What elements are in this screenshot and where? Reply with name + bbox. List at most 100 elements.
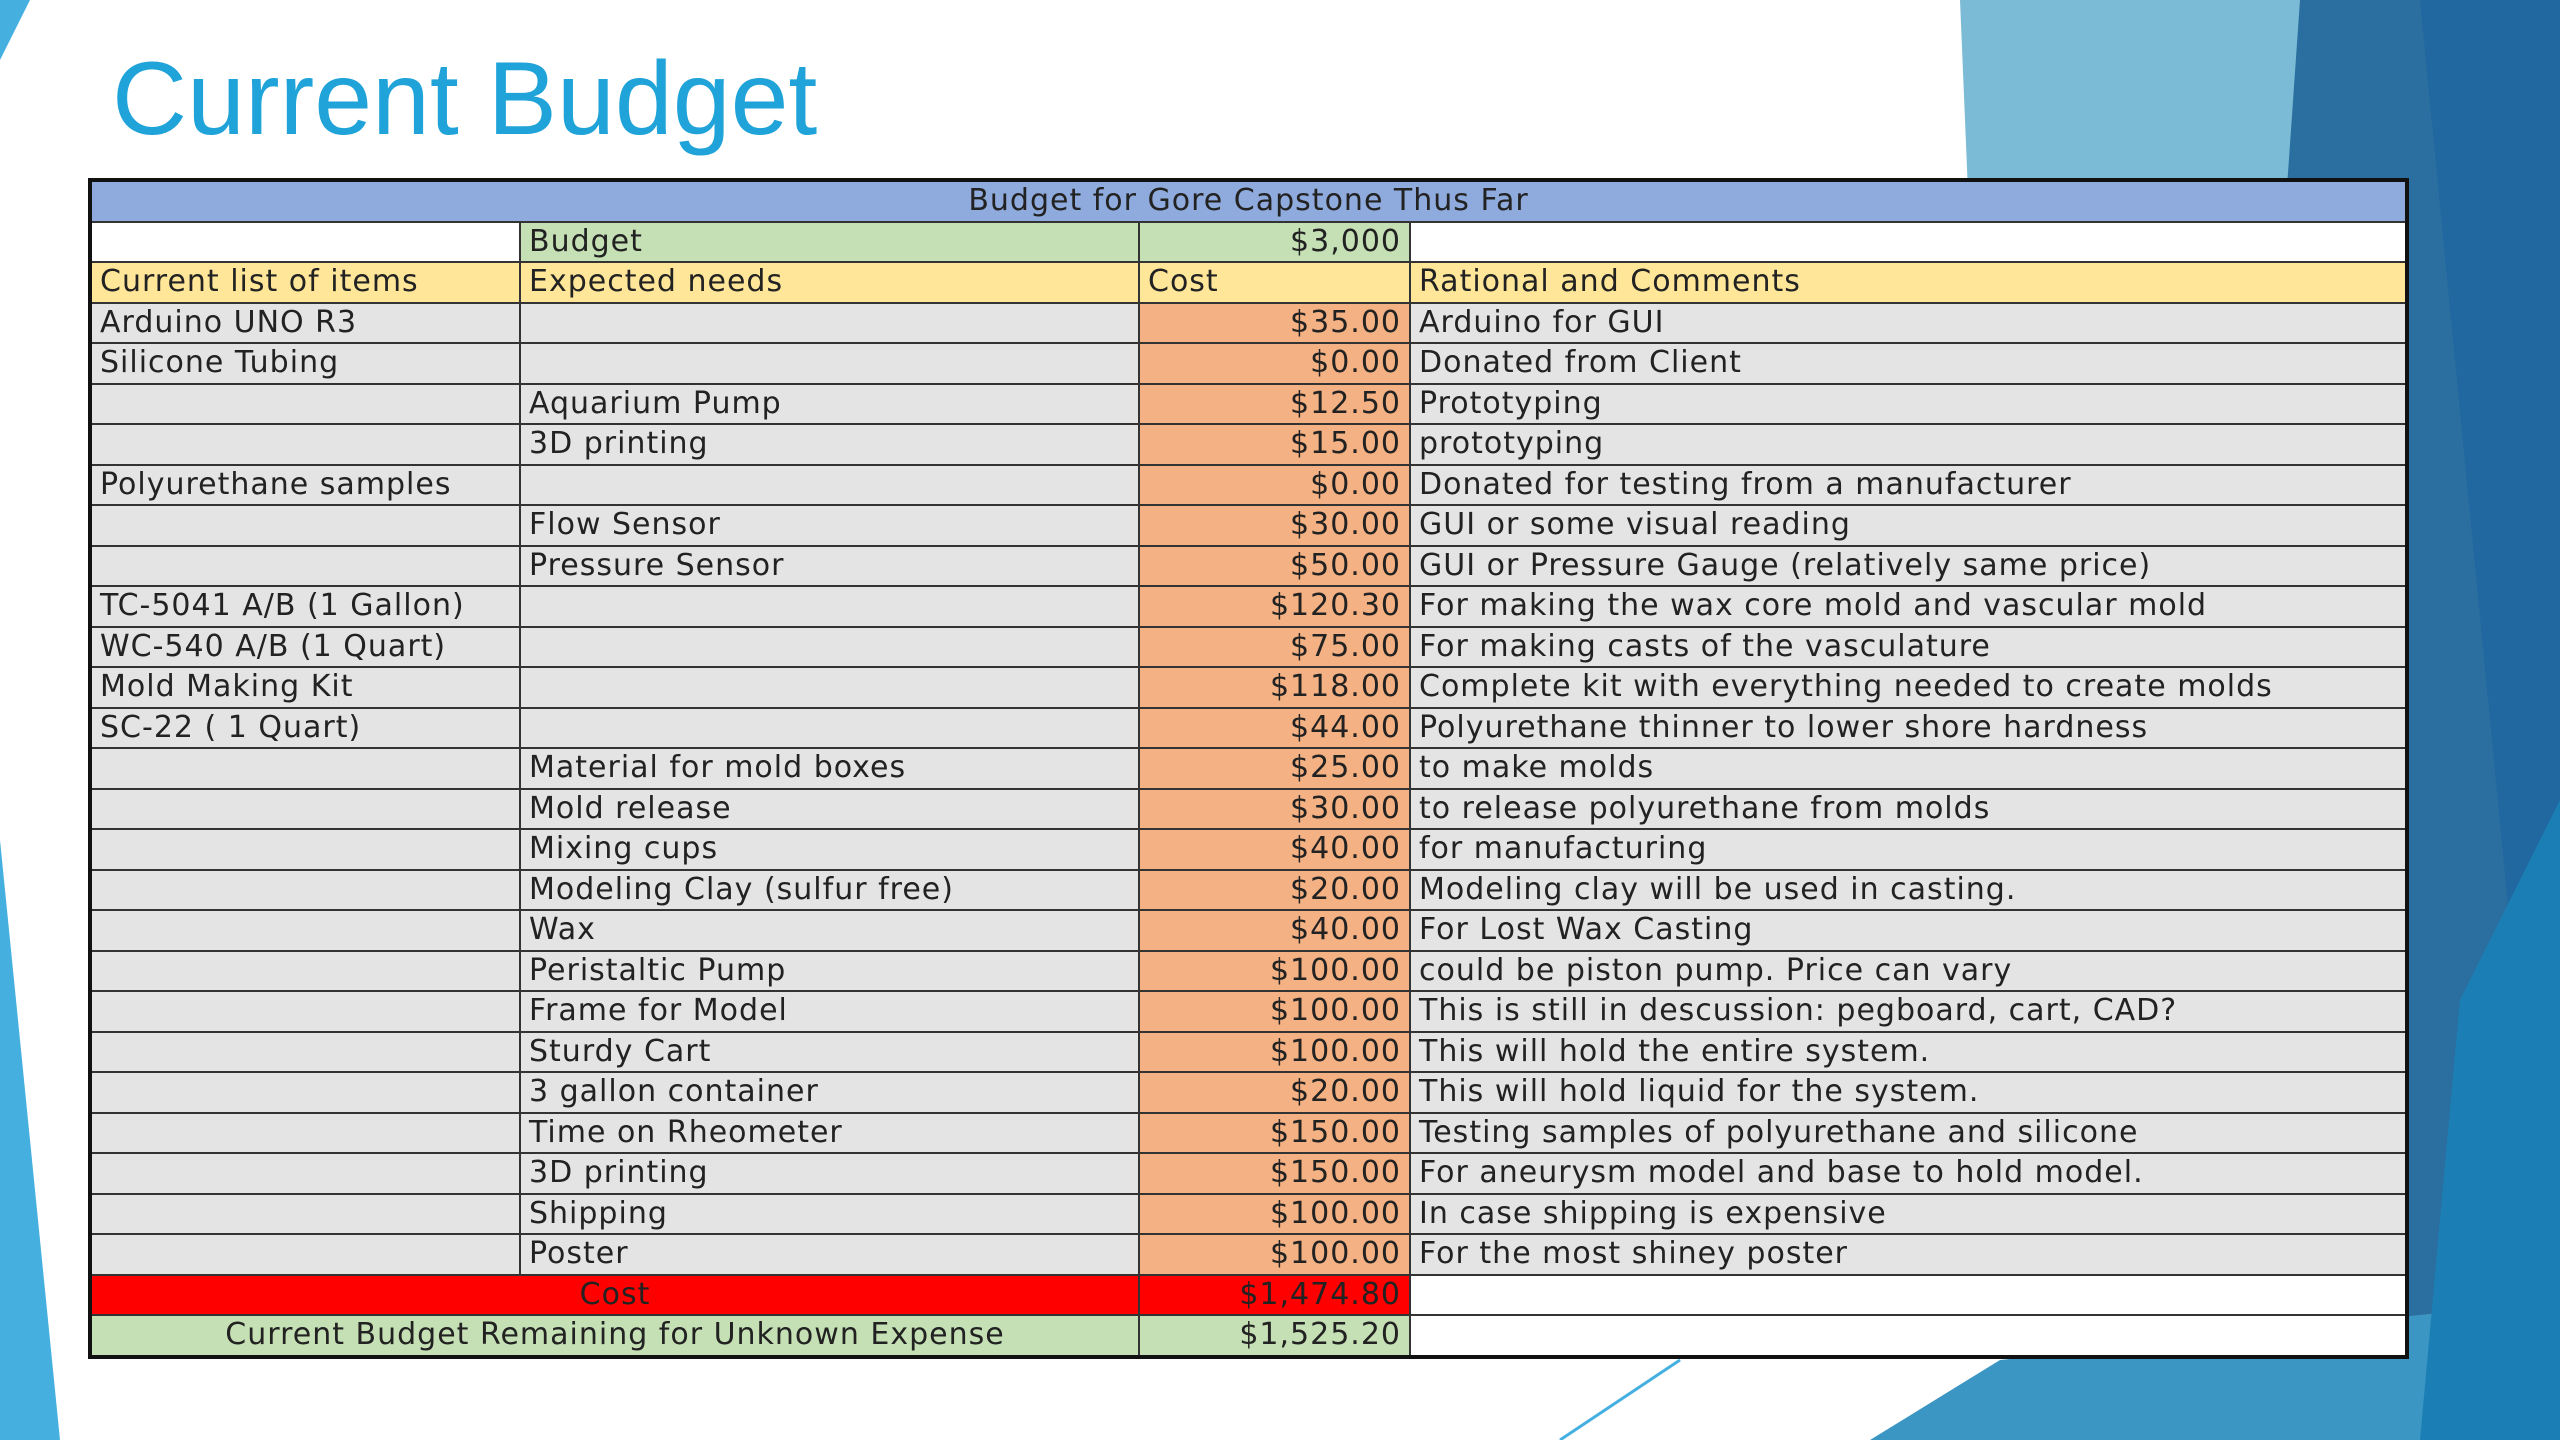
need-cell: Flow Sensor	[519, 504, 1140, 547]
remaining-row: Current Budget Remaining for Unknown Exp…	[89, 1314, 2408, 1358]
item-cell	[89, 504, 521, 547]
cost-cell: $100.00	[1138, 1192, 1411, 1235]
budget-label: Budget	[519, 220, 1140, 263]
need-cell	[519, 585, 1140, 628]
comment-cell: Donated from Client	[1409, 342, 2408, 385]
bg-shape-darker	[2380, 0, 2560, 1440]
need-cell: Time on Rheometer	[519, 1111, 1140, 1154]
table-row: Arduino UNO R3 $35.00 Arduino for GUI	[89, 301, 2408, 344]
empty-cell	[1409, 1314, 2408, 1358]
cost-cell: $120.30	[1138, 585, 1411, 628]
table-row: Frame for Model $100.00 This is still in d…	[89, 990, 2408, 1033]
need-cell: Sturdy Cart	[519, 1030, 1140, 1073]
need-cell: 3D printing	[519, 423, 1140, 466]
cost-cell: $25.00	[1138, 747, 1411, 790]
item-cell: Mold Making Kit	[89, 666, 521, 709]
cost-cell: $0.00	[1138, 342, 1411, 385]
table-row: SC-22 ( 1 Quart) $44.00 Polyurethane thinn…	[89, 706, 2408, 749]
item-cell	[89, 1152, 521, 1195]
budget-table: Budget for Gore Capstone Thus Far Budget…	[88, 178, 2409, 1359]
table-row: 3D printing $15.00 prototyping	[89, 423, 2408, 466]
table-row: Shipping $100.00 In case shipping is expen…	[89, 1192, 2408, 1235]
comment-cell: could be piston pump. Price can vary	[1409, 949, 2408, 992]
need-cell: Peristaltic Pump	[519, 949, 1140, 992]
total-row: Cost $1,474.80	[89, 1273, 2408, 1316]
table-row: TC-5041 A/B (1 Gallon) $120.30 For making …	[89, 585, 2408, 628]
cost-cell: $35.00	[1138, 301, 1411, 344]
table-title: Budget for Gore Capstone Thus Far	[89, 179, 2408, 223]
item-cell	[89, 1071, 521, 1114]
item-cell: SC-22 ( 1 Quart)	[89, 706, 521, 749]
cost-cell: $30.00	[1138, 504, 1411, 547]
item-cell	[89, 787, 521, 830]
header-items: Current list of items	[89, 261, 521, 304]
total-label: Cost	[89, 1273, 1140, 1316]
table-row: Time on Rheometer $150.00 Testing samples …	[89, 1111, 2408, 1154]
cost-cell: $150.00	[1138, 1111, 1411, 1154]
cost-cell: $12.50	[1138, 382, 1411, 425]
budget-value: $3,000	[1138, 220, 1411, 263]
header-needs: Expected needs	[519, 261, 1140, 304]
table-row: Material for mold boxes $25.00 to make mol…	[89, 747, 2408, 790]
table-row: Sturdy Cart $100.00 This will hold the ent…	[89, 1030, 2408, 1073]
bg-shape-left	[0, 840, 60, 1440]
need-cell: Frame for Model	[519, 990, 1140, 1033]
comment-cell: GUI or some visual reading	[1409, 504, 2408, 547]
comment-cell: Donated for testing from a manufacturer	[1409, 463, 2408, 506]
item-cell: WC-540 A/B (1 Quart)	[89, 625, 521, 668]
comment-cell: For making casts of the vasculature	[1409, 625, 2408, 668]
bg-line	[1559, 1358, 1681, 1440]
need-cell: Mold release	[519, 787, 1140, 830]
cost-cell: $150.00	[1138, 1152, 1411, 1195]
table-row: Pressure Sensor $50.00 GUI or Pressure Gau…	[89, 544, 2408, 587]
need-cell: Aquarium Pump	[519, 382, 1140, 425]
need-cell	[519, 625, 1140, 668]
comment-cell: for manufacturing	[1409, 828, 2408, 871]
cost-cell: $100.00	[1138, 949, 1411, 992]
empty-cell	[1409, 1273, 2408, 1316]
table-row: Mixing cups $40.00 for manufacturing	[89, 828, 2408, 871]
budget-row: Budget $3,000	[89, 220, 2408, 263]
need-cell: Pressure Sensor	[519, 544, 1140, 587]
item-cell: TC-5041 A/B (1 Gallon)	[89, 585, 521, 628]
item-cell	[89, 423, 521, 466]
table-row: Silicone Tubing $0.00 Donated from Client	[89, 342, 2408, 385]
cost-cell: $100.00	[1138, 1030, 1411, 1073]
item-cell	[89, 382, 521, 425]
comment-cell: For the most shiney poster	[1409, 1233, 2408, 1276]
cost-cell: $0.00	[1138, 463, 1411, 506]
item-cell	[89, 747, 521, 790]
comment-cell: Complete kit with everything needed to c…	[1409, 666, 2408, 709]
comment-cell: prototyping	[1409, 423, 2408, 466]
bg-shape-left-top	[0, 0, 30, 60]
cost-cell: $100.00	[1138, 1233, 1411, 1276]
comment-cell: For Lost Wax Casting	[1409, 909, 2408, 952]
cost-cell: $20.00	[1138, 868, 1411, 911]
table-row: Mold release $30.00 to release polyurethan…	[89, 787, 2408, 830]
need-cell	[519, 666, 1140, 709]
empty-cell	[89, 220, 521, 263]
comment-cell: Modeling clay will be used in casting.	[1409, 868, 2408, 911]
need-cell: Mixing cups	[519, 828, 1140, 871]
item-cell	[89, 1233, 521, 1276]
cost-cell: $75.00	[1138, 625, 1411, 668]
comment-cell: Prototyping	[1409, 382, 2408, 425]
need-cell: Material for mold boxes	[519, 747, 1140, 790]
comment-cell: For making the wax core mold and vascula…	[1409, 585, 2408, 628]
cost-cell: $50.00	[1138, 544, 1411, 587]
comment-cell: This will hold liquid for the system.	[1409, 1071, 2408, 1114]
need-cell: Shipping	[519, 1192, 1140, 1235]
cost-cell: $100.00	[1138, 990, 1411, 1033]
need-cell: Poster	[519, 1233, 1140, 1276]
comment-cell: to make molds	[1409, 747, 2408, 790]
comment-cell: GUI or Pressure Gauge (relatively same p…	[1409, 544, 2408, 587]
need-cell	[519, 463, 1140, 506]
need-cell: 3 gallon container	[519, 1071, 1140, 1114]
need-cell: Modeling Clay (sulfur free)	[519, 868, 1140, 911]
table-row: Peristaltic Pump $100.00 could be piston p…	[89, 949, 2408, 992]
cost-cell: $20.00	[1138, 1071, 1411, 1114]
empty-cell	[1409, 220, 2408, 263]
need-cell: 3D printing	[519, 1152, 1140, 1195]
item-cell: Arduino UNO R3	[89, 301, 521, 344]
comment-cell: For aneurysm model and base to hold mode…	[1409, 1152, 2408, 1195]
